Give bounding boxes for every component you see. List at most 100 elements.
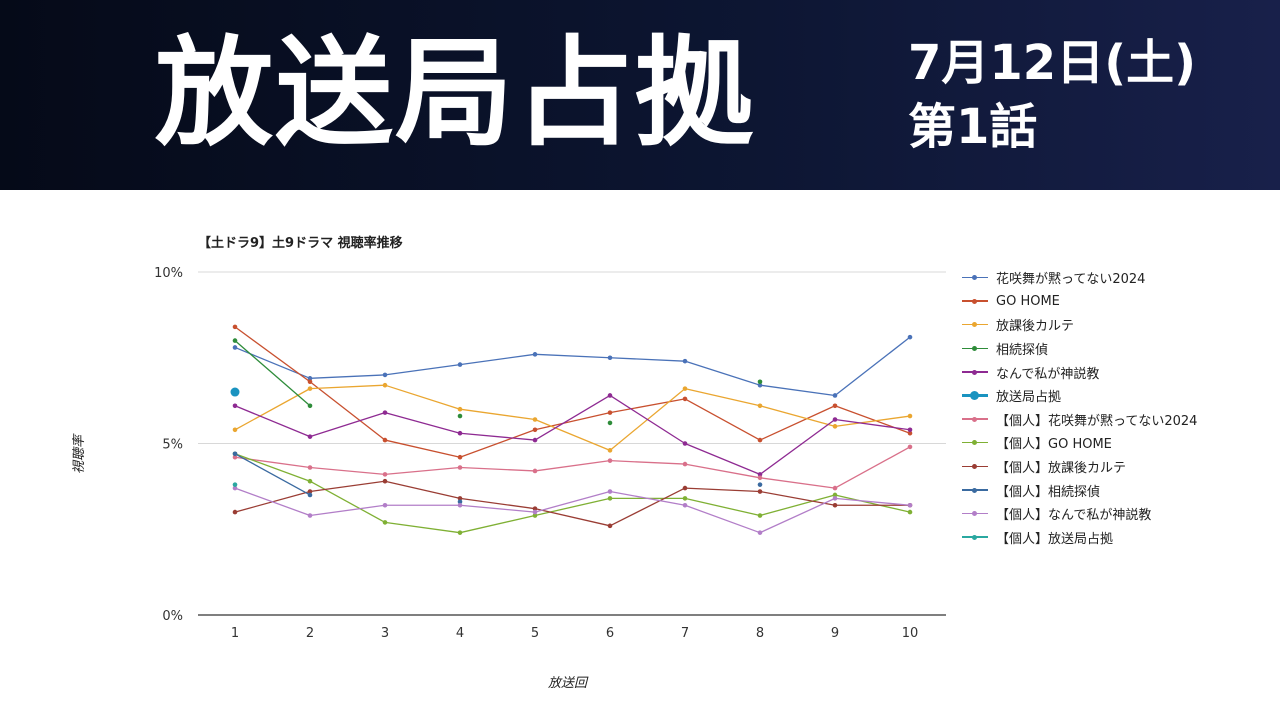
- legend-label: 【個人】花咲舞が黙ってない2024: [996, 413, 1198, 429]
- data-point: [757, 403, 763, 409]
- series-line: [609, 357, 686, 362]
- series-line: [309, 504, 386, 517]
- legend-item: 【個人】相続探偵: [962, 478, 1262, 502]
- series-line: [684, 387, 761, 407]
- series-line: [459, 514, 536, 534]
- data-point: [307, 513, 313, 518]
- data-point: [607, 355, 613, 361]
- data-point: [307, 478, 313, 484]
- x-tick-label: 6: [606, 626, 614, 641]
- x-tick-label: 8: [756, 626, 764, 641]
- series-line: [534, 418, 611, 451]
- series-line: [309, 480, 386, 493]
- data-point: [457, 413, 463, 419]
- y-tick-label: 10%: [154, 266, 183, 281]
- data-point: [907, 334, 913, 340]
- data-point: [532, 506, 538, 511]
- series-line: [384, 521, 461, 534]
- series-line: [234, 456, 311, 469]
- data-point: [832, 403, 838, 409]
- series-line: [684, 497, 761, 517]
- series-line: [309, 384, 386, 390]
- series-line: [759, 384, 836, 397]
- legend-swatch: [962, 390, 988, 402]
- legend-item: 放送局占拠: [962, 384, 1262, 408]
- data-point: [307, 492, 313, 498]
- series-line: [834, 418, 911, 431]
- series-line: [684, 504, 761, 534]
- data-point: [832, 502, 838, 508]
- series-line: [459, 408, 536, 421]
- data-point: [832, 485, 838, 491]
- data-point: [757, 382, 763, 388]
- series-line: [234, 388, 311, 431]
- data-point: [682, 496, 688, 501]
- series-line: [384, 412, 461, 434]
- data-point: [607, 458, 613, 463]
- y-tick-label: 0%: [162, 609, 183, 624]
- data-point: [457, 362, 463, 367]
- chart-legend: 花咲舞が黙ってない2024 GO HOME 放課後カルテ 相続探偵 なんで私が神説教 放送…: [962, 266, 1262, 549]
- data-point: [907, 430, 913, 436]
- data-point: [232, 427, 238, 433]
- data-point: [382, 372, 388, 378]
- series-line: [759, 490, 836, 506]
- legend-label: 【個人】放送局占拠: [996, 531, 1114, 547]
- data-point: [607, 489, 613, 494]
- data-point: [832, 492, 838, 498]
- data-point: [532, 468, 538, 474]
- series-line: [234, 326, 311, 383]
- data-point: [230, 387, 240, 397]
- data-point: [832, 417, 838, 422]
- series-line: [834, 405, 911, 434]
- series-line: [309, 374, 386, 379]
- legend-swatch: [962, 272, 988, 284]
- series-line: [309, 412, 386, 438]
- legend-swatch: [962, 366, 988, 378]
- series-line: [834, 336, 911, 396]
- banner-episode: 第1話: [908, 99, 1038, 155]
- data-point: [532, 427, 538, 433]
- data-point: [232, 451, 238, 457]
- data-point: [382, 472, 388, 477]
- series-line: [759, 418, 836, 475]
- legend-swatch: [962, 295, 988, 307]
- series-line: [684, 487, 761, 493]
- y-axis-label: 視聴率: [72, 434, 88, 475]
- legend-label: 相続探偵: [996, 343, 1049, 359]
- data-point: [682, 396, 688, 402]
- data-point: [307, 376, 313, 381]
- data-point: [757, 437, 763, 443]
- data-point: [757, 472, 763, 477]
- data-point: [232, 482, 238, 487]
- data-point: [607, 448, 613, 453]
- legend-swatch: [962, 484, 988, 496]
- series-line: [384, 466, 461, 476]
- data-point: [232, 324, 238, 330]
- series-line: [234, 405, 311, 438]
- data-point: [832, 393, 838, 398]
- data-point: [232, 509, 238, 515]
- data-point: [832, 424, 838, 429]
- legend-item: 【個人】GO HOME: [962, 431, 1262, 455]
- series-line: [684, 360, 761, 386]
- data-point: [307, 489, 313, 494]
- data-point: [757, 530, 763, 535]
- legend-swatch: [962, 461, 988, 473]
- series-line: [759, 405, 836, 441]
- legend-swatch: [962, 437, 988, 449]
- series-line: [834, 494, 911, 513]
- series-line: [534, 394, 611, 441]
- series-line: [309, 466, 386, 476]
- series-line: [384, 480, 461, 500]
- x-tick-label: 7: [681, 626, 689, 641]
- data-point: [382, 520, 388, 525]
- series-line: [684, 398, 761, 441]
- data-point: [607, 410, 613, 415]
- series-line: [234, 453, 311, 482]
- series-line: [459, 353, 536, 366]
- line-chart: 0% 5% 10% 1 2 3 4 5 6 7 8 9 10: [154, 266, 946, 641]
- data-point: [307, 465, 313, 470]
- legend-item: 【個人】なんで私が神説教: [962, 502, 1262, 526]
- legend-swatch: [962, 531, 988, 543]
